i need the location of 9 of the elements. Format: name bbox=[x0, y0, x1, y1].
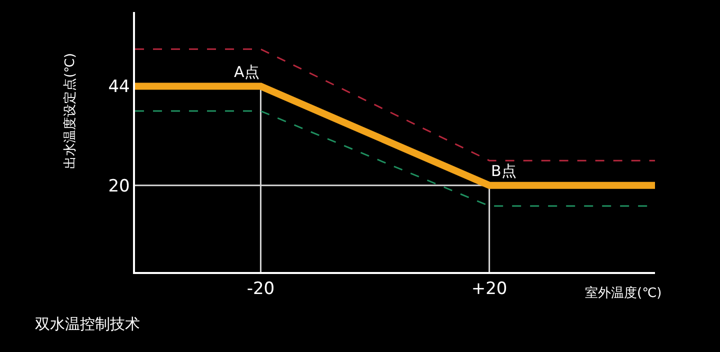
y-axis-title: 出水温度设定点(℃) bbox=[62, 53, 78, 169]
y-tick-label: 20 bbox=[108, 176, 130, 196]
x-tick-label: +20 bbox=[471, 279, 508, 300]
y-tick-label: 44 bbox=[108, 77, 130, 98]
x-tick-label: -20 bbox=[246, 279, 275, 300]
text: 双水温控制技术 bbox=[35, 315, 140, 333]
annotation: B点 bbox=[491, 162, 516, 180]
x-axis-title: 室外温度(℃) bbox=[585, 285, 662, 301]
annotation: A点 bbox=[234, 63, 260, 81]
